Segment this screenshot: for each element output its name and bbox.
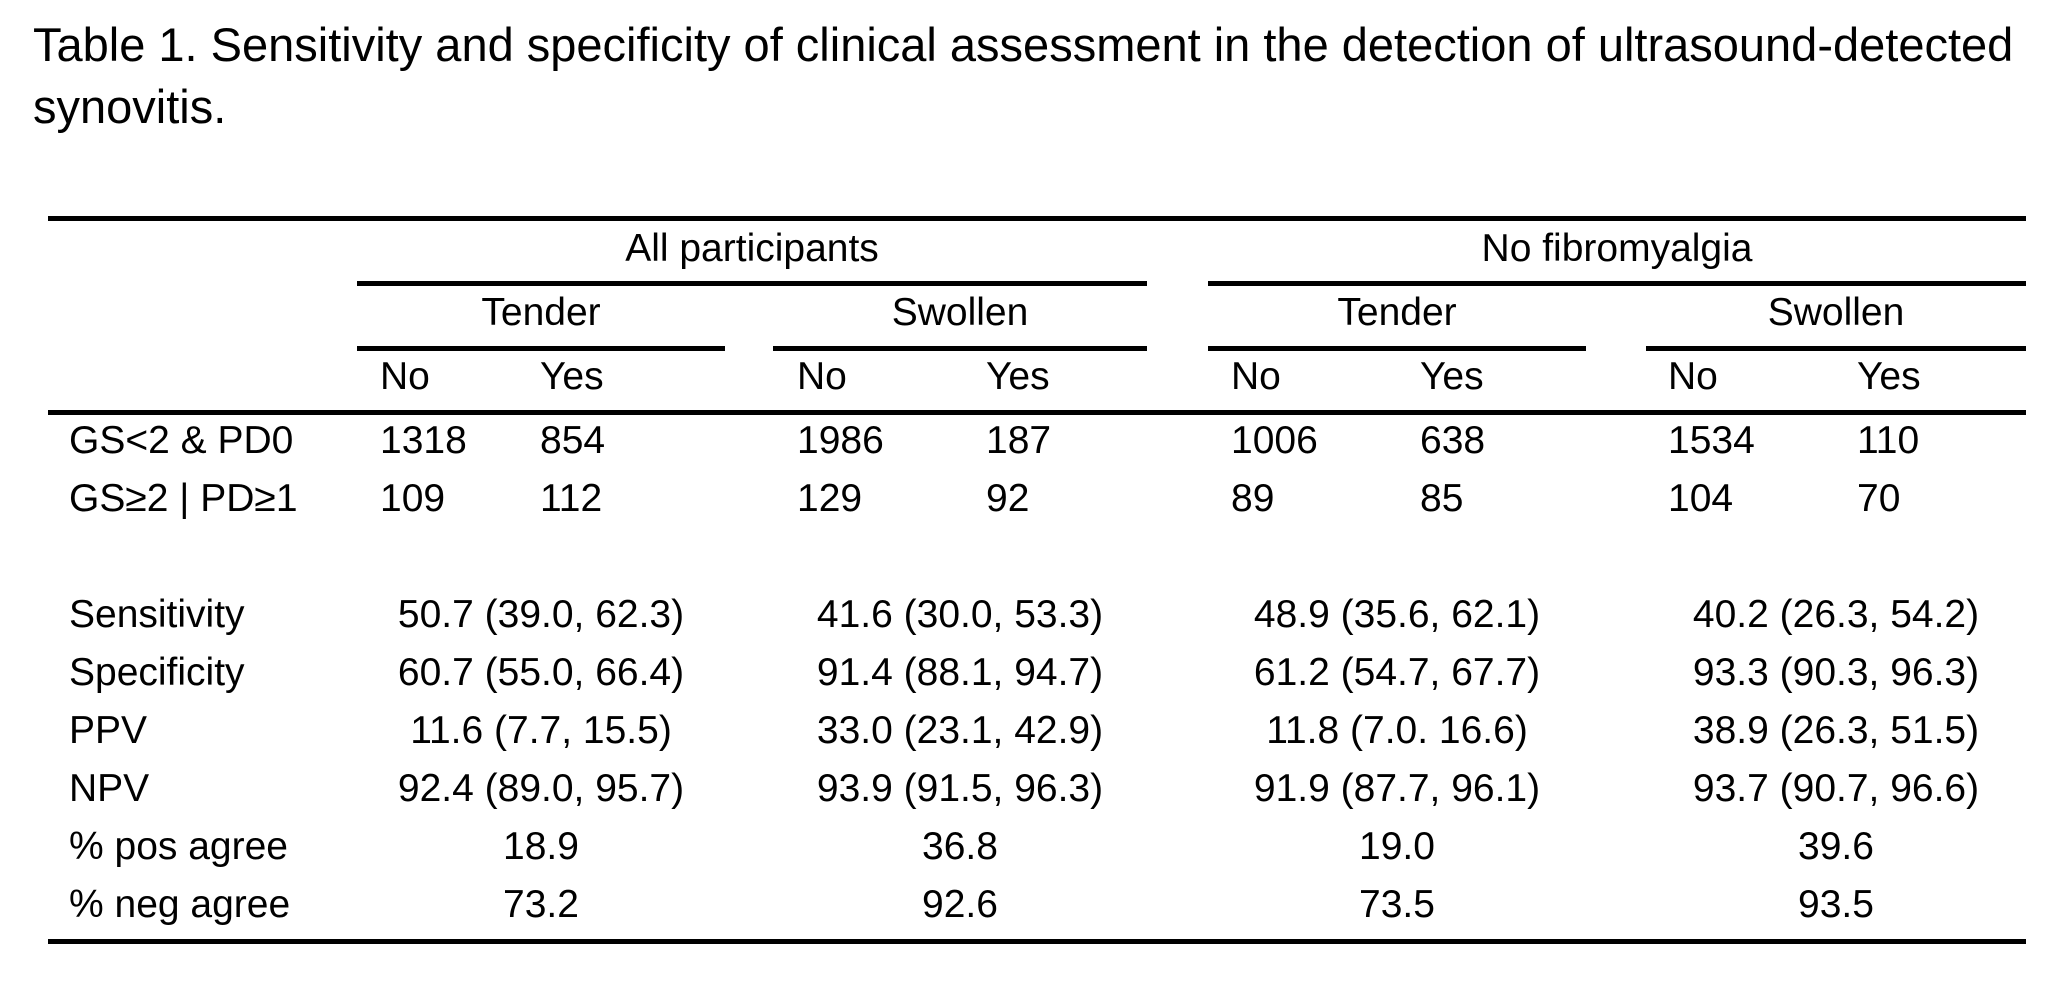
row-label-neg-agree: % neg agree xyxy=(69,883,291,926)
row-label-specificity: Specificity xyxy=(69,651,245,694)
table-cell: 1318 xyxy=(380,419,467,462)
table-cell: 39.6 xyxy=(1798,825,1874,868)
table-cell: 1006 xyxy=(1231,419,1318,462)
subgroup-rule-1 xyxy=(357,346,725,351)
column-header-yes: Yes xyxy=(1857,355,1921,398)
subgroup-rule-4 xyxy=(1646,346,2026,351)
table-cell: 104 xyxy=(1668,477,1734,520)
table-cell: 1986 xyxy=(797,419,884,462)
bottom-rule xyxy=(48,939,2026,944)
table-cell: 187 xyxy=(986,419,1052,462)
table-cell: 50.7 (39.0, 62.3) xyxy=(397,593,685,636)
table-cell: 93.9 (91.5, 96.3) xyxy=(816,767,1104,810)
table-cell: 109 xyxy=(380,477,446,520)
table-cell: 61.2 (54.7, 67.7) xyxy=(1253,651,1541,694)
column-header-yes: Yes xyxy=(986,355,1050,398)
table-cell: 18.9 xyxy=(503,825,579,868)
table-cell: 73.2 xyxy=(503,883,579,926)
table-cell: 70 xyxy=(1857,477,1901,520)
table-cell: 93.7 (90.7, 96.6) xyxy=(1692,767,1980,810)
table-cell: 60.7 (55.0, 66.4) xyxy=(397,651,685,694)
column-header-no: No xyxy=(797,355,847,398)
table-cell: 85 xyxy=(1420,477,1464,520)
table-cell: 36.8 xyxy=(922,825,998,868)
column-header-no: No xyxy=(1668,355,1718,398)
table-cell: 112 xyxy=(540,477,603,520)
group-header-all-participants: All participants xyxy=(625,227,879,270)
row-label-npv: NPV xyxy=(69,767,150,810)
subgroup-header-tender: Tender xyxy=(1337,291,1457,334)
column-header-no: No xyxy=(380,355,430,398)
table-cell: 110 xyxy=(1857,419,1920,462)
table-cell: 33.0 (23.1, 42.9) xyxy=(816,709,1104,752)
subgroup-header-swollen: Swollen xyxy=(891,291,1029,334)
top-rule xyxy=(48,216,2026,221)
group-rule-no-fibromyalgia xyxy=(1208,281,2026,286)
table-cell: 93.5 xyxy=(1798,883,1874,926)
table-cell: 92 xyxy=(986,477,1030,520)
table-cell: 41.6 (30.0, 53.3) xyxy=(816,593,1104,636)
table-cell: 93.3 (90.3, 96.3) xyxy=(1692,651,1980,694)
table-cell: 73.5 xyxy=(1359,883,1435,926)
table-cell: 91.9 (87.7, 96.1) xyxy=(1253,767,1541,810)
table-cell: 92.6 xyxy=(922,883,998,926)
row-label-sensitivity: Sensitivity xyxy=(69,593,245,636)
table-cell: 89 xyxy=(1231,477,1275,520)
table-cell: 48.9 (35.6, 62.1) xyxy=(1253,593,1541,636)
table-cell: 11.8 (7.0. 16.6) xyxy=(1266,709,1528,752)
subgroup-rule-3 xyxy=(1208,346,1586,351)
table-cell: 91.4 (88.1, 94.7) xyxy=(816,651,1104,694)
table-cell: 129 xyxy=(797,477,863,520)
table-caption: Table 1. Sensitivity and specificity of … xyxy=(33,18,2014,133)
table-cell: 38.9 (26.3, 51.5) xyxy=(1692,709,1980,752)
table-cell: 11.6 (7.7, 15.5) xyxy=(410,709,672,752)
subgroup-rule-2 xyxy=(773,346,1147,351)
table-cell: 19.0 xyxy=(1359,825,1435,868)
table-cell: 638 xyxy=(1420,419,1486,462)
header-rule xyxy=(48,410,2026,415)
column-header-yes: Yes xyxy=(1420,355,1484,398)
subgroup-header-tender: Tender xyxy=(481,291,601,334)
row-label-gs-ge2-pd-ge1: GS≥2 | PD≥1 xyxy=(69,477,298,520)
row-label-gs-lt2-pd0: GS<2 & PD0 xyxy=(69,419,294,462)
group-rule-all-participants xyxy=(357,281,1147,286)
row-label-pos-agree: % pos agree xyxy=(69,825,288,868)
group-header-no-fibromyalgia: No fibromyalgia xyxy=(1481,227,1753,270)
column-header-no: No xyxy=(1231,355,1281,398)
row-label-ppv: PPV xyxy=(69,709,148,752)
table-cell: 40.2 (26.3, 54.2) xyxy=(1692,593,1980,636)
column-header-yes: Yes xyxy=(540,355,604,398)
table-cell: 1534 xyxy=(1668,419,1755,462)
subgroup-header-swollen: Swollen xyxy=(1767,291,1905,334)
table-cell: 854 xyxy=(540,419,606,462)
table-cell: 92.4 (89.0, 95.7) xyxy=(397,767,685,810)
